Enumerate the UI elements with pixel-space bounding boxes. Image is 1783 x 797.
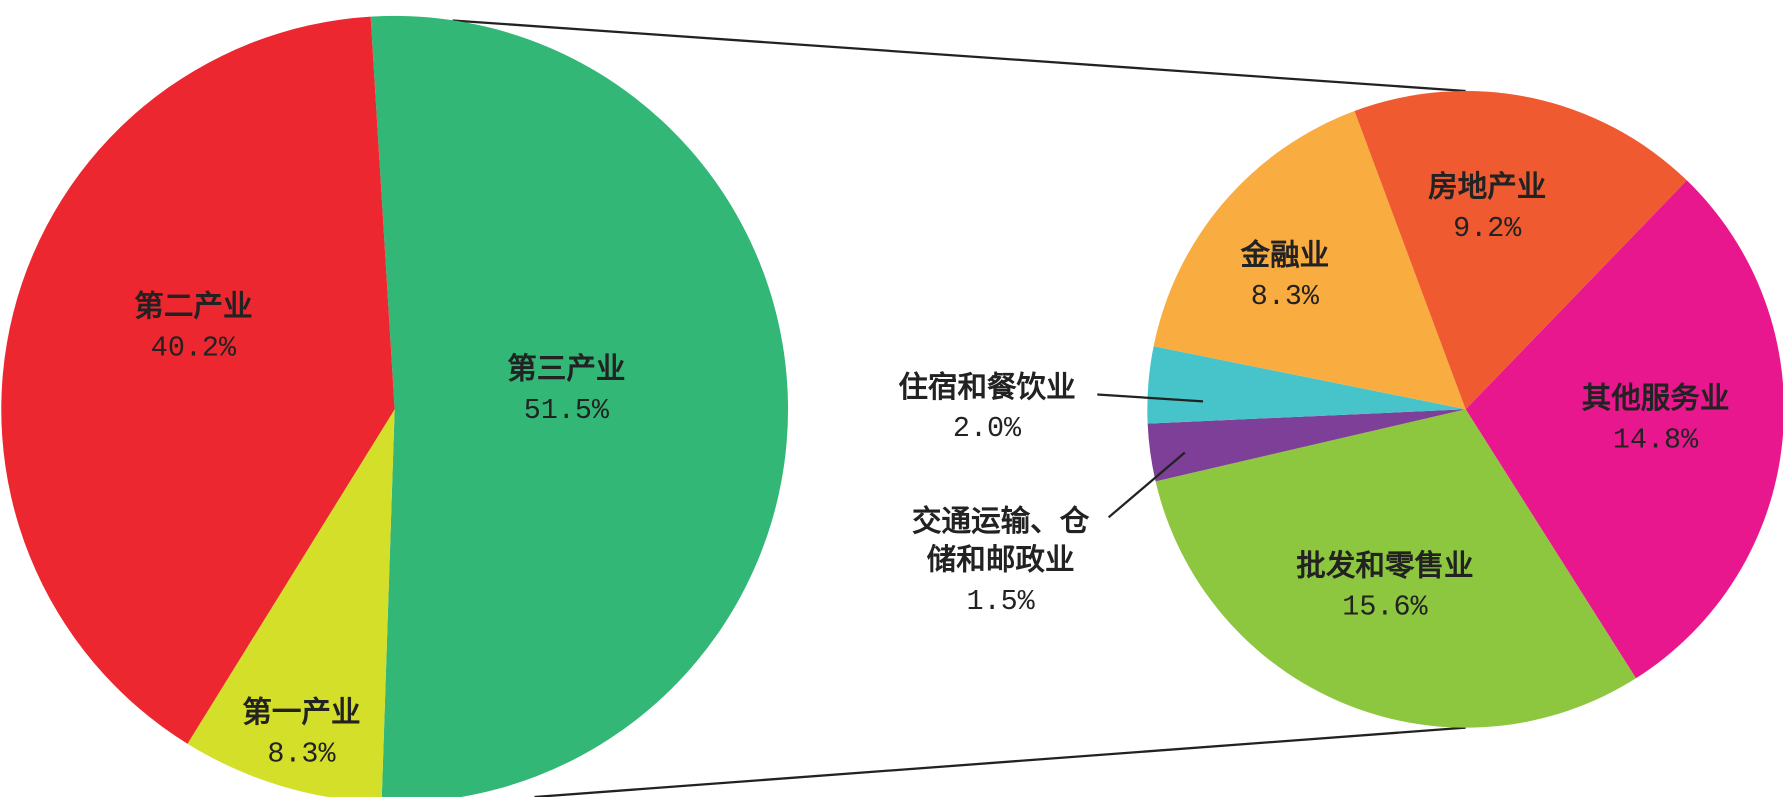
label-line: 储和邮政业	[927, 542, 1075, 577]
category-label: 房地产业	[1428, 169, 1546, 204]
pie-slice	[1153, 110, 1466, 410]
pie-slice	[187, 409, 395, 797]
leader-line	[1097, 393, 1204, 403]
label-line: 交通运输、仓	[912, 503, 1090, 538]
value-label: 15.6%	[1342, 591, 1428, 624]
value-label: 8.3%	[267, 737, 336, 770]
pie-slice	[1354, 90, 1687, 410]
category-label: 第一产业	[242, 694, 360, 729]
value-label: 40.2%	[151, 331, 237, 364]
pie-slice	[1155, 409, 1636, 728]
connector-line	[452, 19, 1466, 93]
value-label: 2.0%	[953, 412, 1022, 445]
category-label: 第三产业	[507, 351, 625, 386]
category-label: 金融业	[1240, 237, 1330, 272]
value-label: 51.5%	[524, 394, 610, 427]
category-label: 其他服务业	[1582, 380, 1730, 415]
pie-slice	[1147, 409, 1466, 482]
value-label: 14.8%	[1613, 423, 1699, 456]
category-label: 交通运输、仓储和邮政业	[912, 503, 1090, 577]
category-label: 第二产业	[134, 288, 252, 323]
value-label: 8.3%	[1251, 280, 1320, 313]
value-label: 1.5%	[967, 585, 1036, 618]
category-label: 批发和零售业	[1296, 547, 1473, 582]
pie-slice	[1465, 180, 1783, 679]
connector-line	[534, 726, 1466, 797]
pie-slice	[1, 16, 395, 744]
value-label: 9.2%	[1453, 212, 1522, 245]
pie-slice	[1147, 346, 1466, 424]
leader-line	[1107, 451, 1186, 519]
pie-slice	[370, 15, 788, 797]
category-label: 住宿和餐饮业	[898, 369, 1075, 404]
